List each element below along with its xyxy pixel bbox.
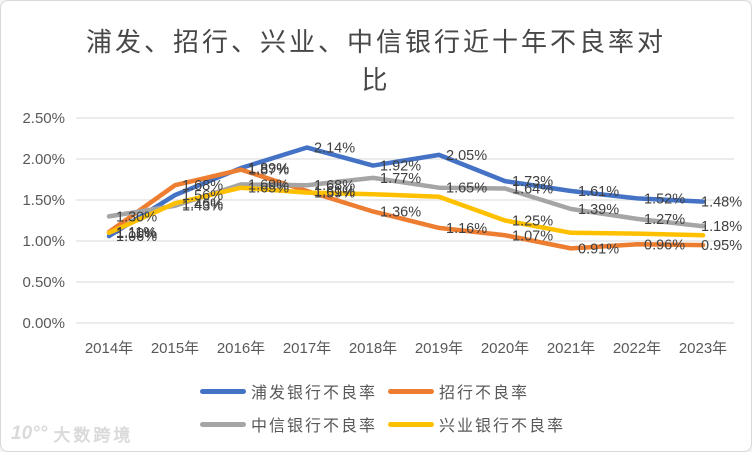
data-label: 1.65%: [446, 181, 487, 197]
watermark-logo-icon: 10°°: [11, 422, 48, 444]
data-label: 1.48%: [701, 195, 742, 211]
y-axis-label: 1.00%: [22, 233, 65, 250]
series-line-浦发银行不良率: [106, 145, 706, 239]
x-axis-label: 2023年: [679, 340, 727, 357]
data-label: 1.16%: [446, 221, 487, 237]
chart-title-line2: 比: [361, 65, 391, 95]
data-label: 0.91%: [578, 241, 619, 257]
data-label: 1.52%: [644, 191, 685, 207]
data-label: 1.64%: [512, 182, 553, 198]
x-axis-label: 2017年: [283, 340, 331, 357]
data-label: 1.65%: [248, 181, 289, 197]
data-label: 1.87%: [248, 163, 289, 179]
data-label: 1.11%: [116, 225, 156, 241]
y-axis-label: 2.00%: [22, 151, 65, 168]
y-axis-label: 0.50%: [22, 274, 65, 291]
data-label: 1.43%: [182, 199, 223, 215]
data-label: 1.73%: [512, 174, 553, 190]
data-label: 1.27%: [644, 212, 685, 228]
y-axis-label: 1.50%: [22, 192, 65, 209]
data-label: 1.30%: [116, 209, 157, 225]
series-line-招行不良率: [106, 167, 706, 251]
data-label: 1.77%: [380, 171, 421, 187]
x-axis-label: 2019年: [415, 340, 463, 357]
chart-title: 浦发、招行、兴业、中信银行近十年不良率对 比: [1, 23, 751, 99]
data-label: 1.25%: [512, 214, 553, 230]
data-label: 0.95%: [701, 238, 742, 254]
series-line-兴业银行不良率: [106, 185, 706, 238]
y-axis-label: 0.00%: [22, 315, 65, 332]
x-axis-label: 2016年: [217, 340, 265, 357]
watermark-text: 大数跨境: [53, 426, 134, 445]
data-label: 1.39%: [578, 202, 619, 218]
data-label: 1.36%: [380, 204, 421, 220]
data-label: 1.46%: [182, 196, 223, 212]
x-axis-label: 2020年: [481, 340, 529, 357]
x-axis-label: 2014年: [85, 340, 133, 357]
x-axis-label: 2018年: [349, 340, 397, 357]
y-axis-label: 2.50%: [22, 110, 65, 127]
data-label: 1.68%: [182, 178, 223, 194]
data-label: 1.61%: [314, 184, 355, 200]
data-label: 1.69%: [248, 177, 289, 193]
data-label: 1.07%: [512, 228, 553, 244]
data-label: 1.59%: [314, 186, 355, 202]
data-label: 0.96%: [644, 237, 685, 253]
data-label: 2.05%: [446, 148, 487, 164]
data-label: 1.92%: [380, 159, 421, 175]
data-label: 1.89%: [248, 161, 289, 177]
data-label: 1.10%: [116, 226, 157, 242]
data-label: 1.61%: [578, 184, 619, 200]
x-axis-label: 2021年: [547, 340, 595, 357]
chart-title-line1: 浦发、招行、兴业、中信银行近十年不良率对: [85, 27, 666, 57]
data-label: 1.06%: [116, 229, 157, 245]
data-label: 1.56%: [182, 188, 223, 204]
data-label: 2.14%: [314, 141, 355, 157]
x-axis-label: 2015年: [151, 340, 199, 357]
x-axis-label: 2022年: [613, 340, 661, 357]
data-label: 1.68%: [314, 178, 355, 194]
watermark: 10°° 大数跨境: [11, 421, 133, 446]
data-label: 1.18%: [701, 219, 742, 235]
